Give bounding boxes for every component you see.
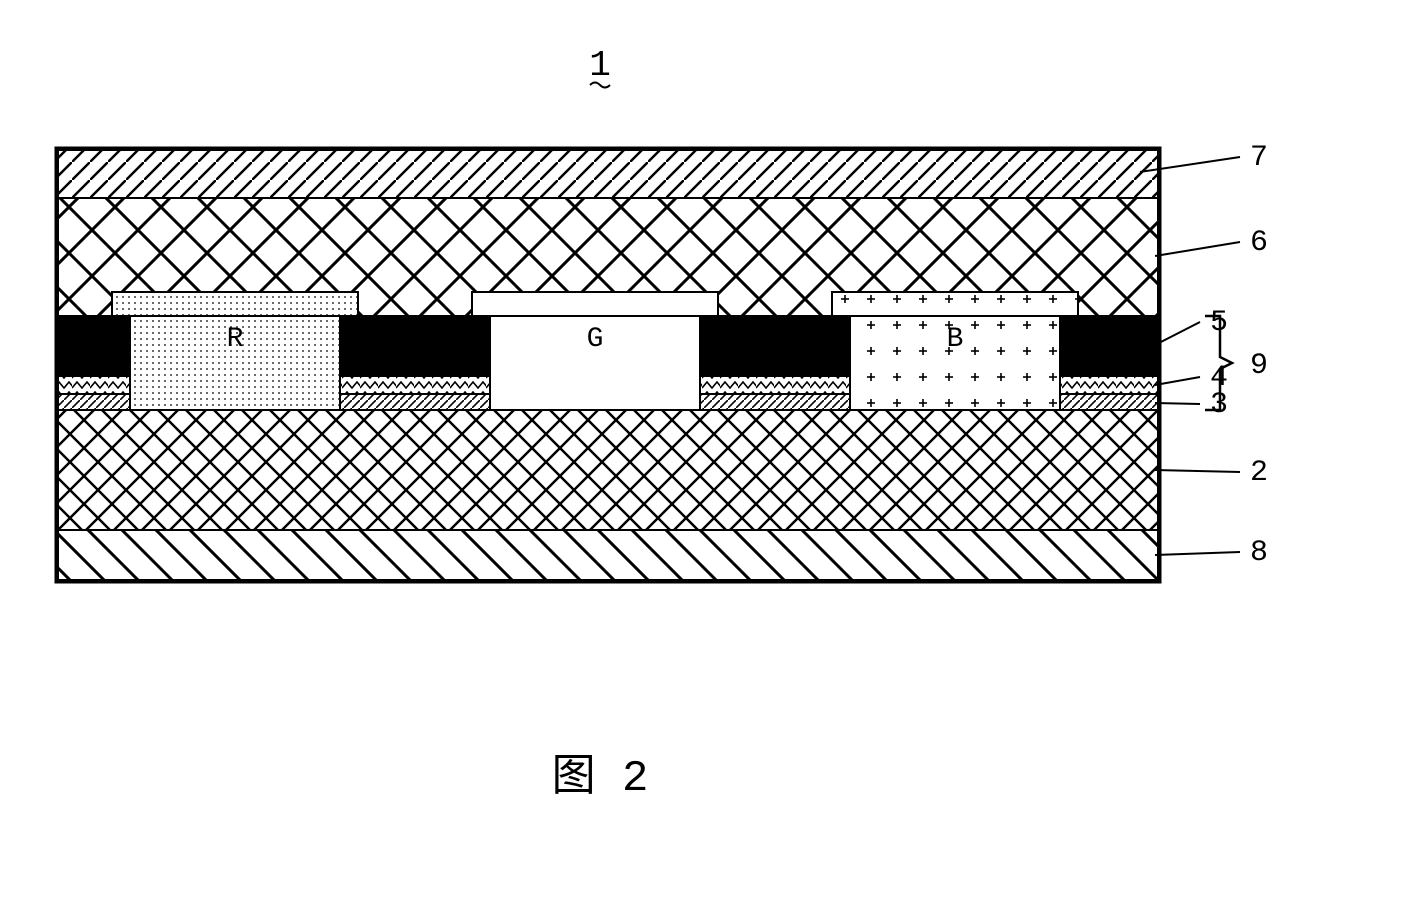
- filter-b-cap-over: [832, 292, 1078, 316]
- leader-line-5: [1155, 322, 1200, 345]
- layer-7: [58, 150, 1158, 198]
- black-matrix-segment: [340, 316, 490, 376]
- bracket-label-9: 9: [1250, 349, 1268, 383]
- leader-label-7: 7: [1250, 141, 1268, 175]
- filter-label-b: B: [947, 324, 964, 355]
- black-matrix-segment: [1060, 316, 1158, 376]
- layer-8: [58, 530, 1158, 580]
- leader-line-6: [1155, 242, 1240, 256]
- layer-2: [58, 410, 1158, 530]
- leader-line-3: [1155, 403, 1200, 404]
- black-matrix-segment: [58, 316, 130, 376]
- leader-label-6: 6: [1250, 226, 1268, 260]
- leader-label-2: 2: [1250, 456, 1268, 490]
- leader-line-8: [1155, 552, 1240, 555]
- figure-title: 1: [589, 45, 611, 86]
- filter-label-r: R: [227, 324, 244, 355]
- leader-line-2: [1155, 470, 1240, 472]
- black-matrix-segment: [700, 316, 850, 376]
- filter-r-cap-over: [112, 292, 358, 316]
- leader-line-4: [1155, 377, 1200, 385]
- leader-label-8: 8: [1250, 536, 1268, 570]
- figure-caption: 图 2: [552, 754, 649, 804]
- filter-g-cap-over: [472, 292, 718, 316]
- filter-label-g: G: [587, 324, 604, 355]
